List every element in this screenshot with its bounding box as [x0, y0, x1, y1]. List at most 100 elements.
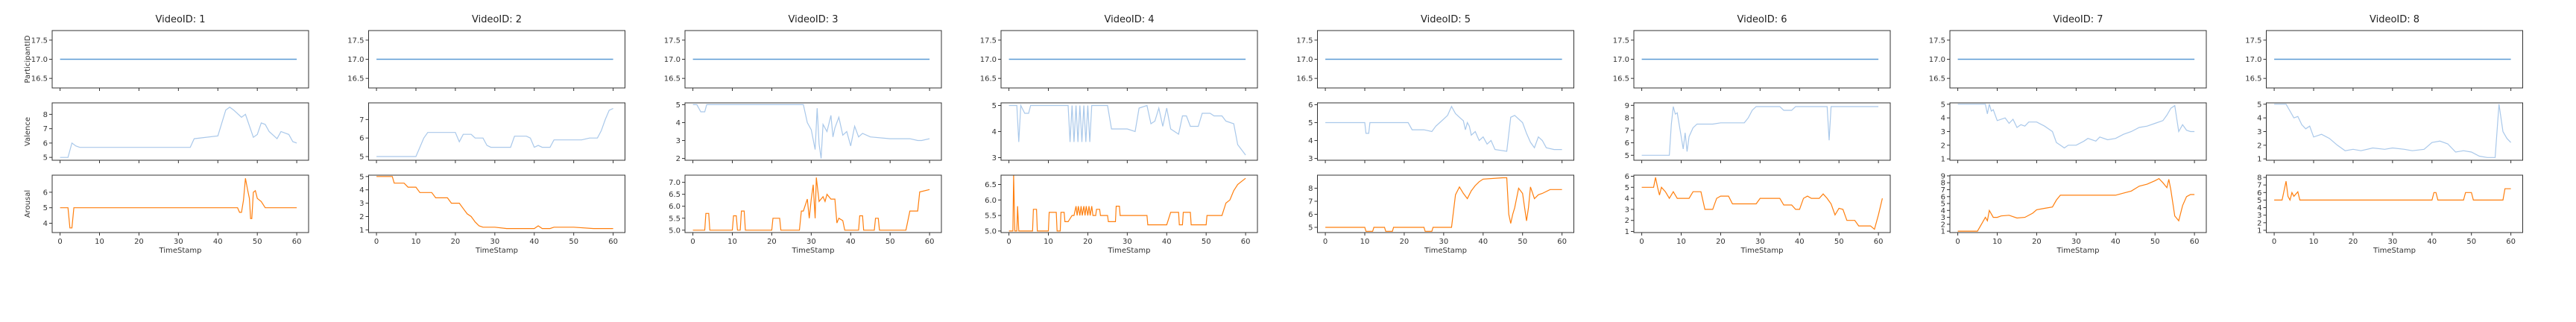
- y-tick-label: 4: [1941, 115, 1945, 123]
- valence-series-line: [692, 104, 930, 159]
- y-tick-label: 16.5: [1613, 75, 1629, 83]
- x-tick-label: 20: [451, 238, 461, 246]
- y-tick-label: 2: [676, 155, 681, 163]
- x-tick-label: 0: [1639, 238, 1644, 246]
- y-tick-label: 6: [1308, 101, 1313, 110]
- valence-series-line: [2274, 104, 2512, 158]
- axes-frame: [1633, 102, 1891, 161]
- y-tick-label: 6.5: [985, 181, 997, 189]
- y-tick-label: 5: [1941, 201, 1945, 209]
- x-tick-label: 20: [767, 238, 777, 246]
- y-tick-label: 17.0: [31, 56, 48, 64]
- y-tick-label: 6: [43, 139, 48, 148]
- y-tick-label: 3: [359, 200, 364, 208]
- x-tick-label: 10: [1044, 238, 1053, 246]
- valence-axes: 5 6 7 8 9: [1625, 102, 1891, 163]
- x-tick-label: 50: [886, 238, 895, 246]
- x-tick-label: 40: [1162, 238, 1172, 246]
- x-tick-label: 0: [374, 238, 379, 246]
- y-tick-label: 16.5: [980, 75, 997, 83]
- x-tick-label: 0: [2272, 238, 2276, 246]
- y-tick-label: 4: [2257, 115, 2261, 123]
- y-tick-label: 5: [2257, 101, 2261, 109]
- y-tick-label: 5.0: [985, 227, 997, 236]
- x-tick-label: 30: [806, 238, 816, 246]
- x-tick-label: 50: [1834, 238, 1844, 246]
- y-tick-label: 7: [2257, 182, 2261, 190]
- participant-axes: 16.5 17.0 17.5: [1929, 30, 2207, 91]
- y-tick-label: 3: [2257, 128, 2261, 136]
- y-tick-label: 6: [359, 135, 364, 143]
- y-tick-label: 8: [1941, 180, 1945, 188]
- x-tick-label: 20: [134, 238, 144, 246]
- axes-frame: [2266, 174, 2523, 233]
- y-tick-label: 6.0: [985, 197, 997, 205]
- x-tick-label: 0: [1006, 238, 1011, 246]
- x-tick-label: 10: [1676, 238, 1686, 246]
- arousal-axes: 5.0 5.5 6.0 6.5 0 10 20 30 40 50 60 TimeStamp: [985, 174, 1258, 255]
- x-axis-label: TimeStamp: [475, 247, 518, 255]
- y-tick-label: 17.5: [980, 37, 997, 45]
- arousal-series-line: [2274, 180, 2511, 202]
- axes-frame: [368, 102, 625, 161]
- y-tick-label: 6: [43, 189, 48, 197]
- x-tick-label: 40: [213, 238, 223, 246]
- y-tick-label: 5: [1941, 101, 1945, 109]
- y-tick-label: 5: [676, 101, 681, 110]
- y-tick-label: 1: [1625, 228, 1629, 236]
- y-tick-label: 1: [2257, 156, 2261, 164]
- y-tick-label: 16.5: [1296, 75, 1313, 83]
- x-tick-label: 0: [57, 238, 62, 246]
- y-tick-label: 6.5: [669, 191, 681, 199]
- x-tick-label: 60: [1241, 238, 1251, 246]
- valence-series-line: [1957, 104, 2195, 149]
- x-tick-label: 20: [1716, 238, 1726, 246]
- y-tick-label: 4: [2257, 204, 2261, 212]
- chart-column-3: VideoID: 3 16.5 17.0 17.5 2 3 4 5 5.0 5.5 6.0 6.5 7.…: [664, 14, 942, 255]
- x-axis-label: TimeStamp: [159, 247, 202, 255]
- y-tick-label: 5: [43, 154, 48, 162]
- arousal-axes: 5 6 7 8 0 10 20 30 40 50 60 TimeStamp: [1308, 174, 1574, 255]
- chart-title: VideoID: 1: [155, 14, 205, 25]
- y-axis-label: ParticipantID: [24, 35, 32, 83]
- valence-axes: 5 6 7 8 Valence: [24, 102, 309, 163]
- x-tick-label: 0: [1323, 238, 1328, 246]
- y-tick-label: 7: [1308, 198, 1313, 206]
- x-tick-label: 30: [174, 238, 183, 246]
- arousal-series-line: [1325, 177, 1562, 232]
- chart-title: VideoID: 5: [1421, 14, 1471, 25]
- y-tick-label: 17.0: [1929, 56, 1945, 64]
- y-tick-label: 5: [359, 173, 364, 181]
- chart-title: VideoID: 2: [472, 14, 522, 25]
- x-tick-label: 30: [490, 238, 499, 246]
- x-tick-label: 30: [1755, 238, 1765, 246]
- y-tick-label: 5: [1308, 119, 1313, 127]
- y-tick-label: 1: [2257, 227, 2261, 235]
- valence-axes: 3 4 5: [992, 102, 1258, 163]
- y-tick-label: 3: [1308, 155, 1313, 163]
- x-tick-label: 10: [1992, 238, 2002, 246]
- y-tick-label: 3: [992, 154, 997, 162]
- axes-frame: [1317, 102, 1574, 161]
- y-tick-label: 6: [1625, 139, 1629, 148]
- x-tick-label: 0: [1955, 238, 1960, 246]
- x-tick-label: 10: [1360, 238, 1370, 246]
- axes-frame: [1000, 102, 1258, 161]
- y-axis-label: Arousal: [24, 190, 32, 218]
- y-tick-label: 1: [359, 227, 364, 235]
- arousal-series-line: [60, 178, 297, 229]
- x-tick-label: 50: [253, 238, 262, 246]
- y-tick-label: 17.5: [31, 37, 48, 45]
- y-tick-label: 3: [1941, 214, 1945, 222]
- participant-axes: 16.5 17.0 17.5: [1296, 30, 1574, 91]
- x-axis-label: TimeStamp: [1108, 247, 1151, 255]
- x-tick-label: 20: [2349, 238, 2358, 246]
- axes-frame: [1949, 102, 2207, 161]
- arousal-series-line: [692, 177, 930, 231]
- y-tick-label: 8: [1625, 115, 1629, 123]
